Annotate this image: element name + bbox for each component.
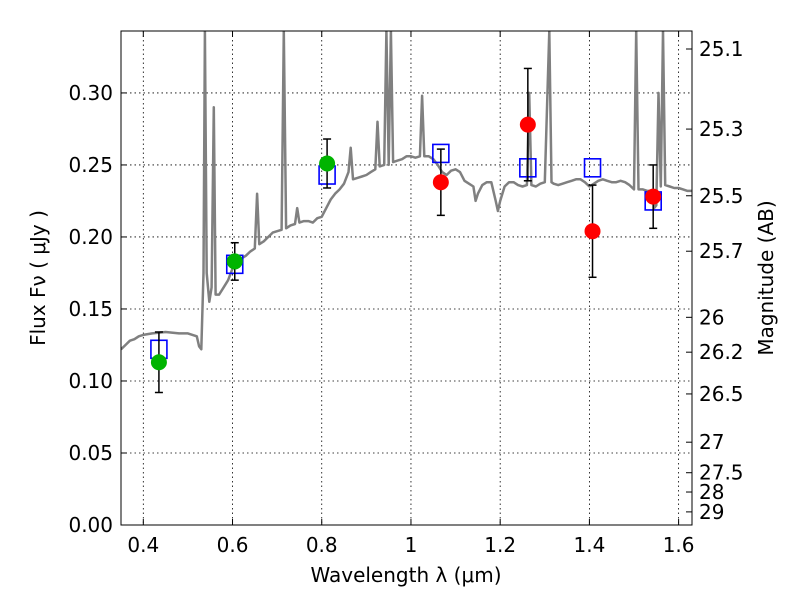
observed-flux-point [319, 155, 336, 172]
y-tick-label: 0.05 [68, 441, 113, 465]
x-axis-label: Wavelength λ (μm) [310, 563, 501, 587]
axes: 0.4 0.6 0.8 1 1.2 1.4 1.6 0.00 0.05 0.10 0.15 0.20 0… [68, 31, 744, 557]
y2-tick-label: 28 [699, 480, 724, 504]
y2-tick-label: 27.5 [699, 461, 744, 485]
y2-tick-label: 26 [699, 305, 724, 329]
observed-flux-point [584, 223, 601, 240]
y-axis-label: Flux Fν ( μJy ) [26, 210, 50, 346]
x-tick-label: 1.6 [663, 533, 695, 557]
x-tick-label: 0.6 [217, 533, 249, 557]
x-tick-label: 1 [405, 533, 418, 557]
observed-flux-point [519, 116, 536, 133]
observed-flux-point [645, 188, 662, 205]
y2-tick-label: 26.5 [699, 382, 744, 406]
plot-area [121, 31, 692, 394]
observed-flux-point [432, 174, 449, 191]
y-tick-label: 0.15 [68, 297, 113, 321]
y-tick-label: 0.20 [68, 225, 113, 249]
x-tick-label: 0.8 [306, 533, 338, 557]
x-tick-label: 0.4 [127, 533, 159, 557]
y2-tick-label: 25.5 [699, 184, 744, 208]
model-photometry-square [583, 158, 602, 178]
y2-tick-label: 25.7 [699, 239, 744, 263]
y-tick-label: 0.00 [68, 513, 113, 537]
observed-flux-point [226, 253, 243, 270]
observed-flux-point [150, 354, 167, 371]
y2-tick-label: 29 [699, 500, 724, 524]
y2-tick-label: 25.3 [699, 117, 744, 141]
y-tick-label: 0.10 [68, 369, 113, 393]
y-tick-label: 0.30 [68, 81, 113, 105]
y2-tick-label: 26.2 [699, 340, 744, 364]
y-tick-label: 0.25 [68, 153, 113, 177]
y2-tick-label: 27 [699, 430, 724, 454]
x-tick-label: 1.4 [573, 533, 605, 557]
plot-frame [120, 30, 693, 526]
x-tick-label: 1.2 [484, 533, 516, 557]
y2-axis-label: Magnitude (AB) [754, 200, 778, 355]
y2-tick-label: 25.1 [699, 37, 744, 61]
